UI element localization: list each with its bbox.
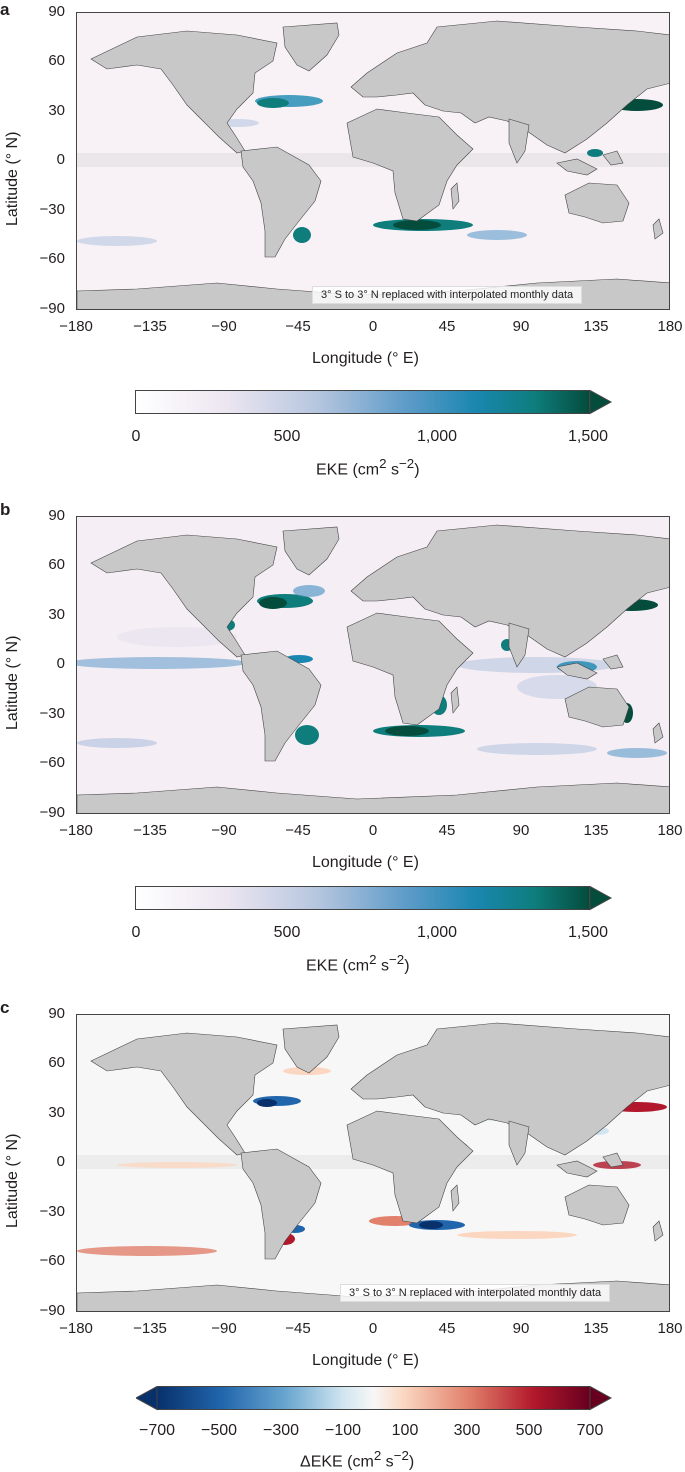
colorbar-a	[135, 390, 613, 415]
y-tick-label: 30	[48, 606, 65, 623]
colorbar-label-text: EKE (cm	[306, 957, 370, 975]
x-tick-label: 135	[583, 1320, 609, 1337]
y-tick-label: −30	[39, 1203, 65, 1220]
colorbar-label-a: EKE (cm2 s−2)	[316, 456, 420, 479]
x-tick-label: −45	[285, 822, 311, 839]
y-tick-label: −30	[39, 705, 65, 722]
world-map-a	[77, 13, 669, 309]
panel-letter-b: b	[0, 500, 11, 519]
interpolation-note-a: 3° S to 3° N replaced with interpolated …	[312, 286, 583, 304]
x-tick-label: −180	[59, 1320, 93, 1337]
y-tick-label: 0	[56, 655, 65, 672]
x-tick-label: −135	[133, 1320, 167, 1337]
colorbar-tick-label: 500	[273, 924, 301, 941]
colorbar-tick-label: −300	[262, 1422, 300, 1439]
y-tick-label: 0	[56, 151, 65, 168]
x-tick-label: −180	[59, 822, 93, 839]
colorbar-tick-label: 1,000	[416, 924, 458, 941]
colorbar-c	[136, 1386, 613, 1411]
y-axis-label-b: Latitude (° N)	[4, 635, 21, 730]
colorbar-label-b: EKE (cm2 s−2)	[306, 952, 410, 975]
colorbar-tick-label: 300	[453, 1422, 481, 1439]
colorbar-tick-label: −700	[138, 1422, 176, 1439]
y-axis-label-c: Latitude (° N)	[4, 1133, 21, 1228]
y-tick-label: 90	[48, 3, 65, 20]
colorbar-tick-label: 1,500	[567, 428, 609, 445]
map-panel-a	[76, 12, 670, 310]
y-tick-label: 60	[48, 556, 65, 573]
x-tick-label: 45	[438, 822, 456, 839]
colorbar-tick-label: −100	[324, 1422, 362, 1439]
interpolation-note-c: 3° S to 3° N replaced with interpolated …	[340, 1284, 611, 1302]
x-tick-label: 0	[368, 1320, 378, 1337]
x-tick-label: 180	[657, 1320, 683, 1337]
x-tick-label: 45	[438, 1320, 456, 1337]
y-tick-label: 60	[48, 1054, 65, 1071]
y-tick-label: −60	[39, 754, 65, 771]
y-tick-label: 30	[48, 102, 65, 119]
x-tick-label: −90	[211, 822, 237, 839]
colorbar-tick-label: 500	[273, 428, 301, 445]
x-tick-label: 135	[583, 822, 609, 839]
x-tick-label: −45	[285, 1320, 311, 1337]
colorbar-b	[135, 886, 613, 911]
y-tick-label: 90	[48, 507, 65, 524]
map-panel-b	[76, 516, 670, 814]
panel-letter-c: c	[0, 998, 10, 1017]
y-tick-label: −90	[39, 804, 65, 821]
x-tick-label: 180	[657, 318, 683, 335]
x-tick-label: −180	[59, 318, 93, 335]
x-tick-label: −135	[133, 822, 167, 839]
x-tick-label: 0	[368, 318, 378, 335]
y-tick-label: 90	[48, 1005, 65, 1022]
colorbar-label-c: ΔEKE (cm2 s−2)	[300, 1448, 415, 1471]
colorbar-tick-label: −500	[200, 1422, 238, 1439]
colorbar-tick-label: 0	[131, 428, 141, 445]
x-tick-label: −90	[211, 1320, 237, 1337]
x-tick-label: 90	[512, 318, 530, 335]
x-tick-label: 135	[583, 318, 609, 335]
world-map-b	[77, 517, 669, 813]
colorbar-tick-label: 500	[515, 1422, 543, 1439]
y-tick-label: −60	[39, 1252, 65, 1269]
y-tick-label: −90	[39, 300, 65, 317]
colorbar-tick-label: 100	[391, 1422, 419, 1439]
y-tick-label: 60	[48, 52, 65, 69]
colorbar-tick-label: 1,000	[416, 428, 458, 445]
x-axis-label-b: Longitude (° E)	[312, 854, 419, 871]
y-axis-label-a: Latitude (° N)	[4, 131, 21, 226]
y-tick-label: −90	[39, 1302, 65, 1319]
colorbar-label-text: EKE (cm	[316, 461, 380, 479]
colorbar-tick-label: 700	[576, 1422, 604, 1439]
panel-letter-a: a	[0, 0, 10, 19]
y-tick-label: −60	[39, 250, 65, 267]
x-tick-label: 180	[657, 822, 683, 839]
x-tick-label: −45	[285, 318, 311, 335]
colorbar-tick-label: 0	[131, 924, 141, 941]
y-tick-label: 30	[48, 1104, 65, 1121]
colorbar-tick-label: 1,500	[567, 924, 609, 941]
x-tick-label: 90	[512, 1320, 530, 1337]
colorbar-label-text: ΔEKE (cm	[300, 1453, 374, 1471]
x-tick-label: 90	[512, 822, 530, 839]
y-tick-label: 0	[56, 1153, 65, 1170]
x-axis-label-c: Longitude (° E)	[312, 1352, 419, 1369]
y-tick-label: −30	[39, 201, 65, 218]
x-tick-label: 45	[438, 318, 456, 335]
x-tick-label: −90	[211, 318, 237, 335]
map-panel-c	[76, 1014, 670, 1312]
x-axis-label-a: Longitude (° E)	[312, 350, 419, 367]
world-map-c	[77, 1015, 669, 1311]
x-tick-label: −135	[133, 318, 167, 335]
x-tick-label: 0	[368, 822, 378, 839]
